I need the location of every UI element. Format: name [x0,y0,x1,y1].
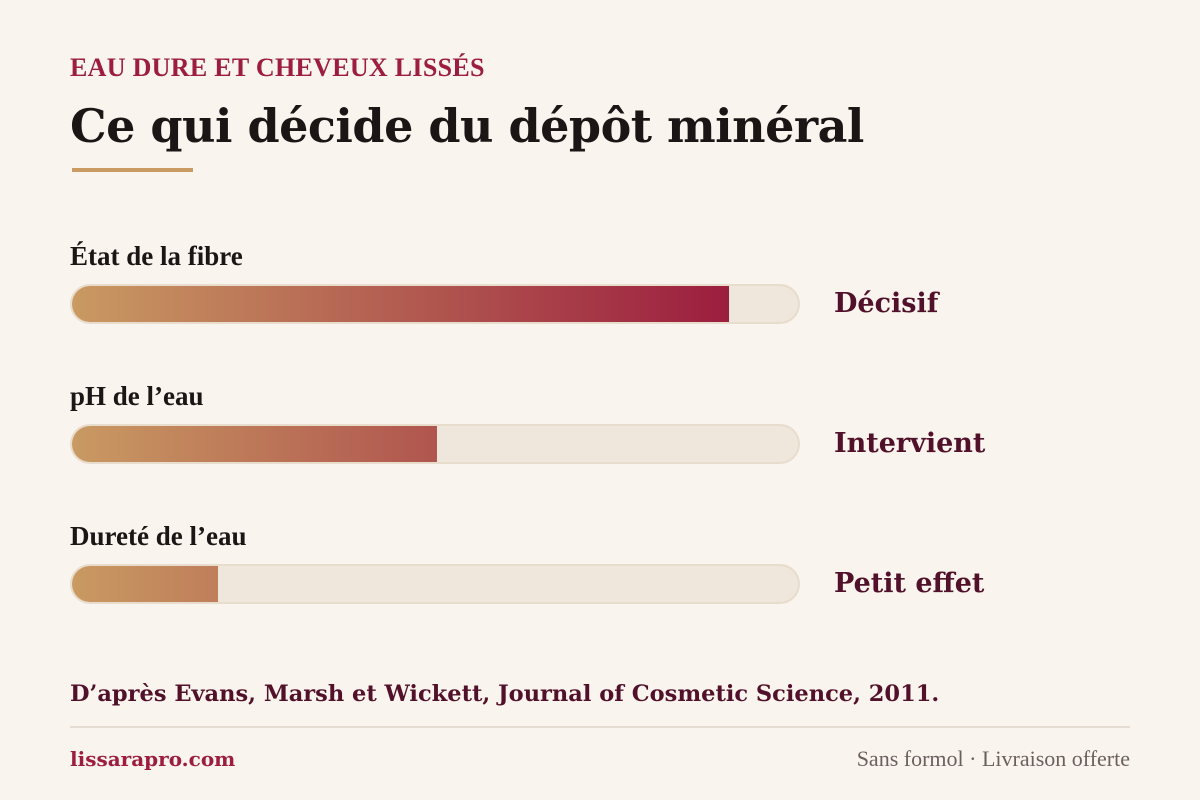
site-link[interactable]: lissarapro.com [70,747,236,771]
kicker: EAU DURE ET CHEVEUX LISSÉS [70,53,485,82]
bar-row-durete: Dureté de l’eau Petit effet [70,520,1130,610]
bar-value-label: Petit effet [834,568,985,599]
bar-fill [72,566,218,602]
bar-label: État de la fibre [70,241,243,271]
bar-label: pH de l’eau [70,381,204,411]
bar-fill [72,426,437,462]
source-note: D’après Evans, Marsh et Wickett, Journal… [70,681,940,707]
bar-row-ph: pH de l’eau Intervient [70,380,1130,470]
bar-track [70,284,800,324]
bar-fill [72,286,729,322]
title-underline [72,168,193,172]
page-title: Ce qui décide du dépôt minéral [70,99,864,153]
bar-track [70,424,800,464]
bar-track [70,564,800,604]
bar-value-label: Intervient [834,428,986,459]
bar-label: Dureté de l’eau [70,521,247,551]
bar-value-label: Décisif [834,288,939,319]
footer-divider [70,726,1130,728]
footer-tagline: Sans formol · Livraison offerte [856,746,1130,771]
bar-row-fibre: État de la fibre Décisif [70,240,1130,330]
